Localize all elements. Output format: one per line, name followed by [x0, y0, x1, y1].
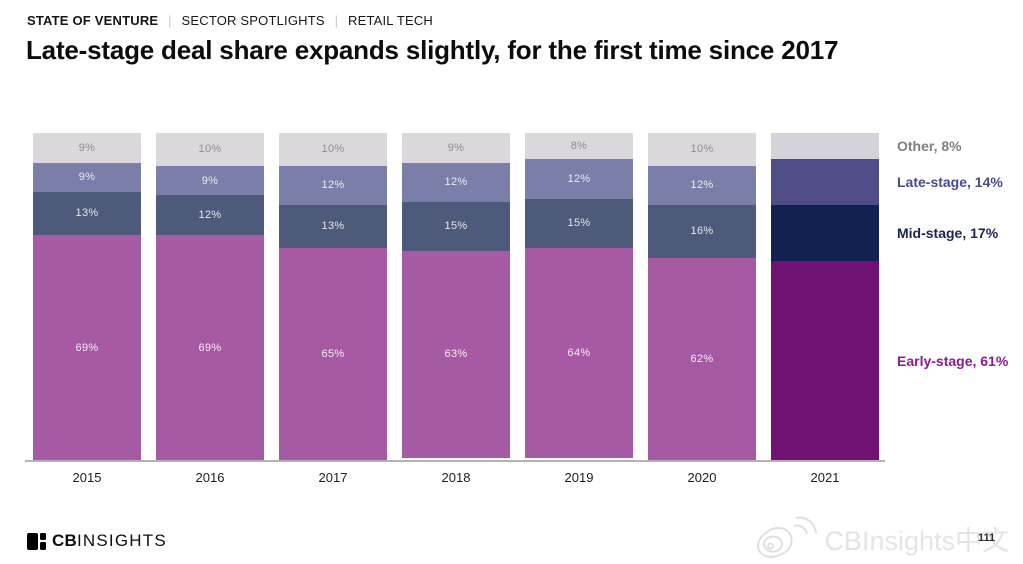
- bar-2016: 10% 9% 12% 69%: [156, 133, 264, 461]
- segment-value-label: 12%: [321, 179, 345, 192]
- legend-early-stage: Early-stage, 61%: [897, 352, 1009, 369]
- segment-value-label: 69%: [75, 341, 99, 354]
- segment-mid-stage: 12%: [156, 195, 264, 235]
- x-axis-label-2021: 2021: [810, 470, 840, 485]
- logo-cb: CB: [52, 531, 77, 550]
- segment-value-label: 16%: [690, 225, 714, 238]
- segment-early-stage: 63%: [402, 251, 510, 458]
- segment-mid-stage: [771, 205, 879, 261]
- segment-value-label: 12%: [444, 176, 468, 189]
- segment-late-stage: 12%: [525, 159, 633, 199]
- bar-2020: 10% 12% 16% 62%: [648, 133, 756, 461]
- bar-2021: [771, 133, 879, 461]
- segment-other: 9%: [33, 133, 141, 163]
- segment-late-stage: 9%: [156, 165, 264, 196]
- segment-early-stage: 69%: [33, 234, 141, 461]
- logo-insights: INSIGHTS: [76, 531, 167, 550]
- segment-other: 8%: [525, 133, 633, 160]
- x-axis-label-2017: 2017: [318, 470, 348, 485]
- x-axis-labels: 2015 2016 2017 2018 2019 2020 2021: [33, 470, 879, 485]
- segment-late-stage: 12%: [402, 162, 510, 202]
- stacked-bar-chart: 9% 9% 13% 69% 10% 9% 12% 69% 10% 12% 13% 65% 9% 12% 15…: [33, 133, 879, 461]
- segment-value-label: 10%: [321, 143, 345, 156]
- breadcrumb-separator: |: [334, 13, 339, 28]
- segment-value-label: 15%: [444, 220, 468, 233]
- x-axis-label-2020: 2020: [687, 470, 717, 485]
- segment-value-label: 9%: [78, 171, 96, 184]
- segment-mid-stage: 16%: [648, 205, 756, 258]
- segment-value-label: 15%: [567, 217, 591, 230]
- segment-value-label: 9%: [447, 141, 465, 154]
- breadcrumb: STATE OF VENTURE | SECTOR SPOTLIGHTS | R…: [27, 13, 433, 28]
- segment-value-label: 10%: [198, 143, 222, 156]
- bar-2017: 10% 12% 13% 65%: [279, 133, 387, 461]
- segment-mid-stage: 13%: [279, 205, 387, 248]
- chart-legend: Other, 8% Late-stage, 14% Mid-stage, 17% Ea…: [897, 133, 1023, 461]
- segment-early-stage: 69%: [156, 234, 264, 461]
- breadcrumb-item-state-of-venture: STATE OF VENTURE: [27, 13, 159, 28]
- segment-late-stage: 9%: [33, 162, 141, 193]
- watermark-text: CBInsights中文: [824, 525, 1009, 556]
- segment-value-label: 64%: [567, 346, 591, 359]
- segment-value-label: 12%: [198, 208, 222, 221]
- segment-other: 10%: [648, 133, 756, 166]
- segment-value-label: 9%: [78, 141, 96, 154]
- segment-early-stage: 65%: [279, 247, 387, 461]
- x-axis-label-2015: 2015: [72, 470, 102, 485]
- segment-value-label: 10%: [690, 143, 714, 156]
- page-title: Late-stage deal share expands slightly, …: [26, 35, 839, 65]
- x-axis-label-2019: 2019: [564, 470, 594, 485]
- segment-mid-stage: 15%: [402, 201, 510, 252]
- bar-2015: 9% 9% 13% 69%: [33, 133, 141, 461]
- segment-early-stage: 62%: [648, 257, 756, 461]
- segment-value-label: 9%: [201, 174, 219, 187]
- segment-other: 9%: [402, 133, 510, 163]
- weibo-icon: [757, 516, 818, 558]
- segment-other: 10%: [156, 133, 264, 166]
- cbinsights-logo-text: CBINSIGHTS: [52, 531, 167, 551]
- x-axis-line: [25, 460, 885, 462]
- segment-value-label: 12%: [690, 179, 714, 192]
- legend-other: Other, 8%: [897, 138, 962, 155]
- bar-2018: 9% 12% 15% 63%: [402, 133, 510, 461]
- segment-late-stage: 12%: [648, 165, 756, 206]
- segment-late-stage: 12%: [279, 165, 387, 206]
- segment-late-stage: [771, 159, 879, 206]
- legend-late-stage: Late-stage, 14%: [897, 174, 1003, 191]
- x-axis-label-2016: 2016: [195, 470, 225, 485]
- page-number: 111: [978, 532, 996, 544]
- segment-mid-stage: 13%: [33, 192, 141, 235]
- segment-value-label: 13%: [321, 220, 345, 233]
- segment-value-label: 65%: [321, 348, 345, 361]
- segment-other: [771, 133, 879, 160]
- segment-mid-stage: 15%: [525, 198, 633, 248]
- legend-mid-stage: Mid-stage, 17%: [897, 225, 999, 242]
- segment-early-stage: [771, 260, 879, 461]
- bar-2019: 8% 12% 15% 64%: [525, 133, 633, 461]
- cbinsights-logo: CBINSIGHTS: [27, 531, 167, 551]
- segment-early-stage: 64%: [525, 247, 633, 458]
- segment-value-label: 12%: [567, 172, 591, 185]
- breadcrumb-item-retail-tech: RETAIL TECH: [347, 13, 434, 28]
- watermark: CBInsights中文: [756, 516, 1009, 560]
- segment-value-label: 63%: [444, 348, 468, 361]
- breadcrumb-item-sector-spotlights: SECTOR SPOTLIGHTS: [181, 13, 325, 28]
- segment-value-label: 62%: [690, 353, 714, 366]
- segment-other: 10%: [279, 133, 387, 166]
- segment-value-label: 13%: [75, 207, 99, 220]
- segment-value-label: 8%: [570, 140, 588, 153]
- cbinsights-logo-icon: [27, 532, 46, 550]
- segment-value-label: 69%: [198, 341, 222, 354]
- x-axis-label-2018: 2018: [441, 470, 471, 485]
- breadcrumb-separator: |: [168, 13, 172, 28]
